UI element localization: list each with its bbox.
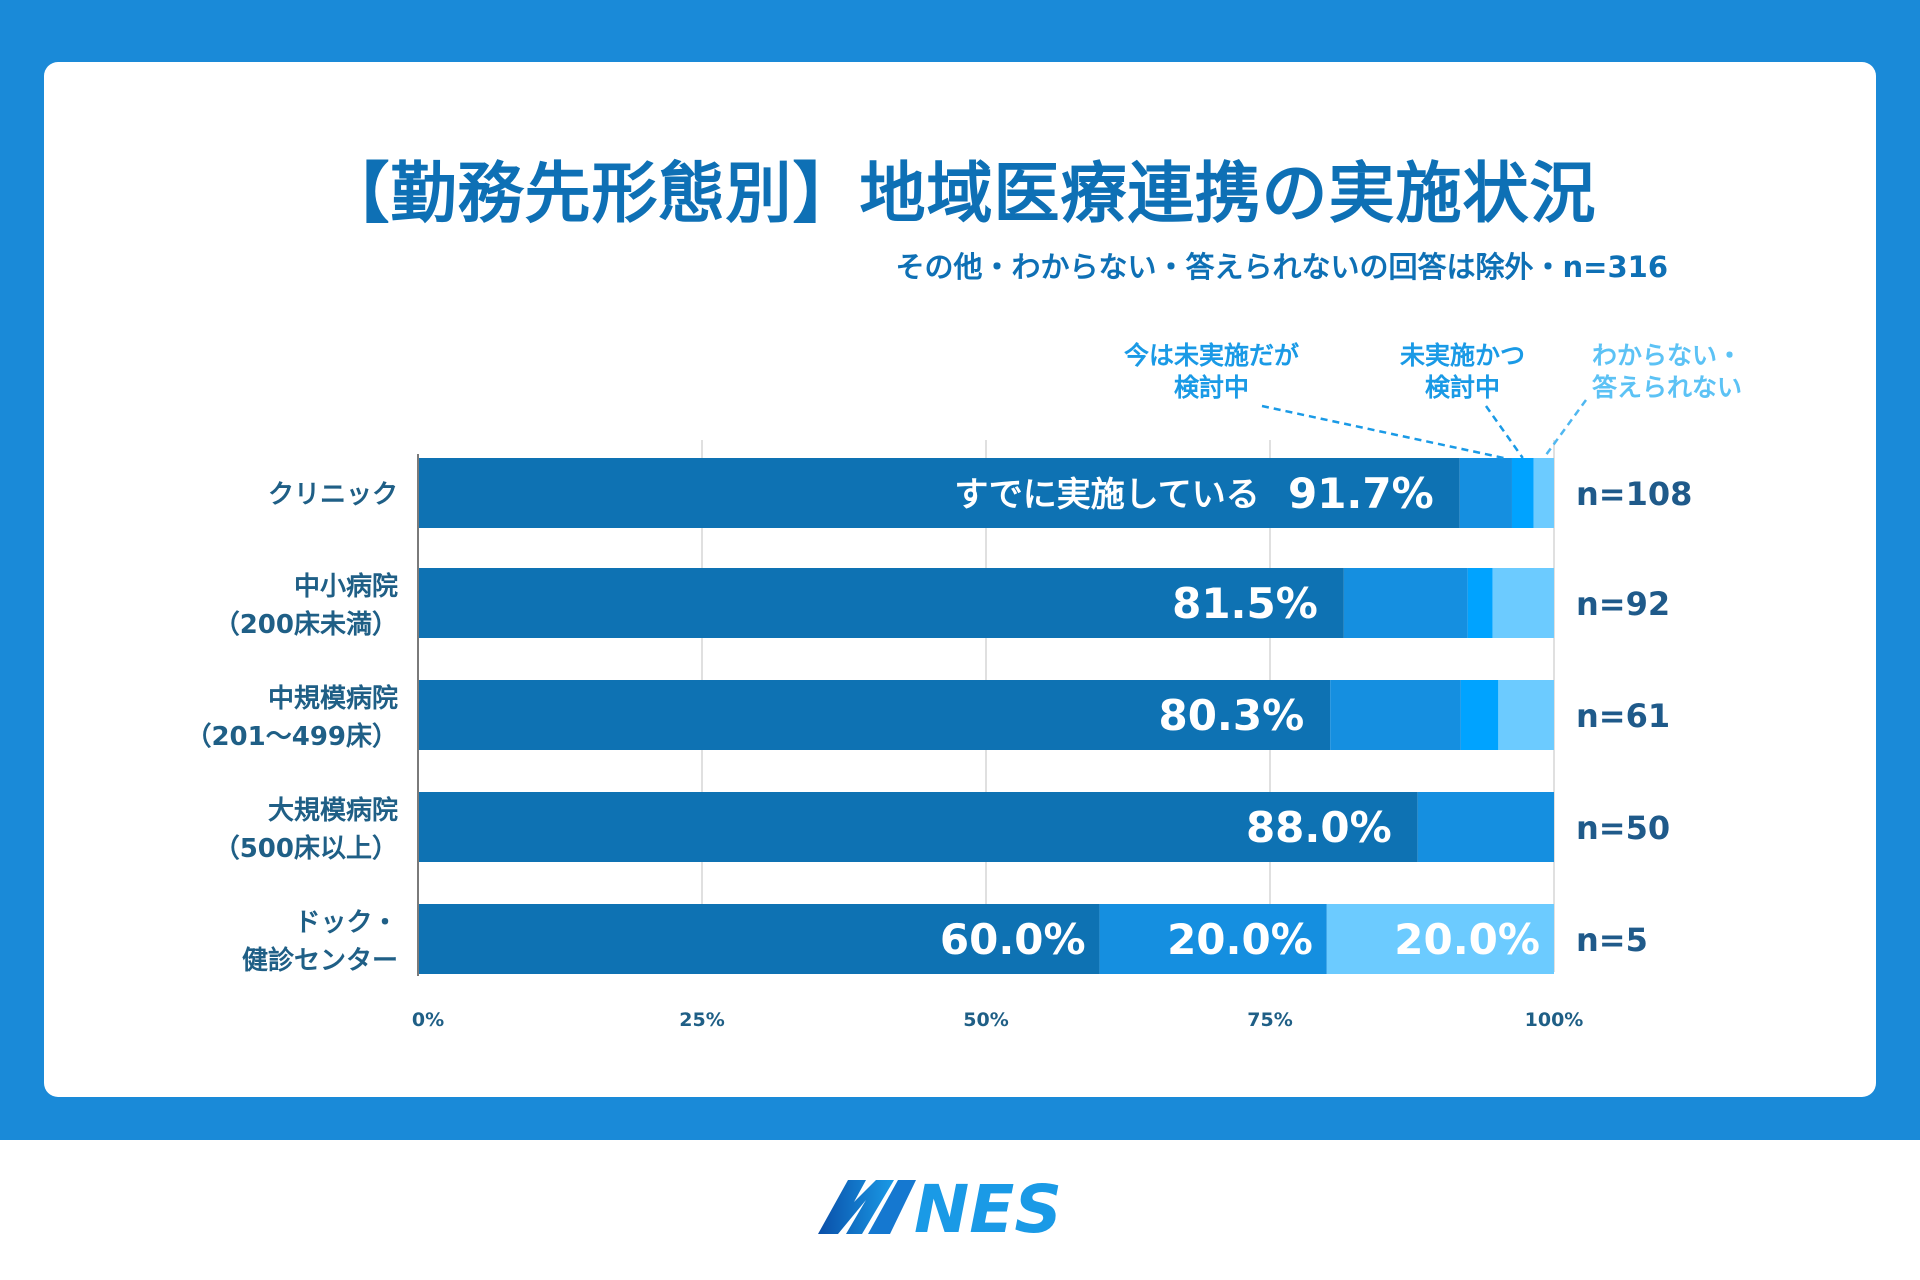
x-tick-label: 75% (1247, 1009, 1292, 1031)
data-label: 60.0% (940, 915, 1086, 964)
legend-note-not-considering: 未実施かつ 検討中 (1400, 340, 1525, 404)
bar-segment (1533, 458, 1554, 528)
data-label-prefix: すでに実施している (954, 475, 1259, 515)
bar-segment (418, 792, 1418, 862)
legend-note-line: 検討中 (1174, 373, 1250, 402)
category-label: （500床以上） (214, 833, 398, 864)
category-label: （200床未満） (214, 609, 398, 640)
stacked-bar-chart: 91.7% すでに実施している クリニック n=108 81.5% 中小病院 （200床未満… (185, 399, 1692, 1031)
n-label: n=92 (1576, 585, 1670, 623)
legend-note-line: 未実施かつ (1400, 341, 1526, 370)
bar-segment (418, 458, 1460, 528)
legend-note-line: わからない・ (1592, 341, 1743, 370)
bar-segment (418, 904, 1100, 974)
x-tick-label: 100% (1525, 1009, 1584, 1031)
leader-line (1542, 399, 1588, 459)
x-tick-label: 50% (963, 1009, 1008, 1031)
bar-segment (1326, 904, 1554, 974)
bar-segment (1330, 680, 1461, 750)
legend-note-unknown: わからない・ 答えられない (1592, 340, 1742, 404)
bar-segment (1511, 458, 1534, 528)
chart-subtitle: その他・わからない・答えられないの回答は除外・n=316 (895, 250, 1668, 284)
footer (0, 1140, 1920, 1280)
n-label: n=108 (1576, 475, 1692, 513)
legend-note-line: 検討中 (1425, 373, 1501, 402)
data-label: 91.7% (1288, 469, 1434, 518)
bar-segment (418, 568, 1344, 638)
category-label: 中規模病院 (268, 683, 398, 714)
bar-segment (1467, 568, 1493, 638)
n-label: n=5 (1576, 921, 1648, 959)
data-label: 20.0% (1394, 915, 1540, 964)
n-label: n=50 (1576, 809, 1670, 847)
category-label: 中小病院 (294, 571, 398, 602)
bar-segment (418, 680, 1331, 750)
bar-segment (1492, 568, 1554, 638)
bar-segment (1099, 904, 1327, 974)
x-tick-label: 0% (412, 1009, 444, 1031)
logo-image: NES (818, 1171, 1062, 1248)
bar-segment (1459, 458, 1512, 528)
data-label: 88.0% (1246, 803, 1392, 852)
n-label: n=61 (1576, 697, 1670, 735)
data-label: 80.3% (1158, 691, 1304, 740)
data-label: 20.0% (1167, 915, 1313, 964)
leader-line (1484, 405, 1524, 459)
chart-title: 【勤務先形態別】地域医療連携の実施状況 (323, 155, 1597, 232)
data-label: 81.5% (1172, 579, 1318, 628)
bar-segment (1343, 568, 1468, 638)
category-label: 大規模病院 (268, 795, 398, 826)
category-label: ドック・ (295, 908, 398, 938)
bar-segment (1460, 680, 1499, 750)
x-tick-label: 25% (679, 1009, 724, 1031)
mnes-logo: NES (818, 1171, 1102, 1248)
category-label: クリニック (268, 480, 398, 510)
legend-note-line: 今は未実施だが (1124, 341, 1300, 370)
bar-segment (1417, 792, 1554, 862)
leader-line (1261, 404, 1505, 460)
legend-note-considering: 今は未実施だが 検討中 (1124, 340, 1299, 404)
category-label: 健診センター (242, 945, 398, 976)
bar-segment (1498, 680, 1554, 750)
category-label: （201～499床） (185, 721, 398, 752)
svg-text:NES: NES (914, 1176, 1062, 1238)
legend-note-line: 答えられない (1592, 373, 1743, 402)
